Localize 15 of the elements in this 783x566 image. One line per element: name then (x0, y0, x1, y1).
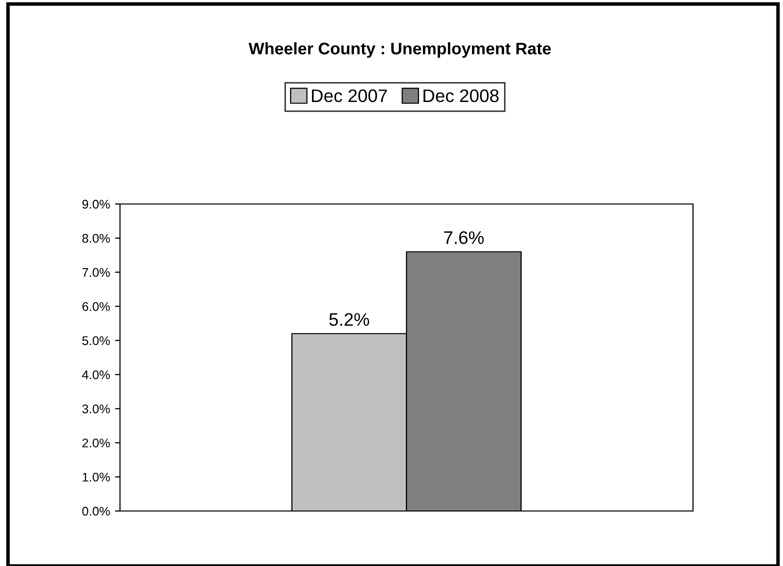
y-tick-label: 1.0% (82, 472, 110, 482)
chart-title: Wheeler County : Unemployment Rate (248, 42, 551, 58)
data-label: 7.6% (444, 231, 484, 244)
y-tick-label: 0.0% (82, 506, 110, 516)
y-tick-label: 3.0% (82, 404, 110, 414)
y-tick-label: 6.0% (82, 302, 110, 311)
data-label: 5.2% (329, 313, 370, 326)
y-tick-label: 7.0% (82, 268, 110, 277)
legend-label: Dec 2008 (424, 89, 499, 102)
y-tick-label: 5.0% (82, 336, 110, 346)
y-tick-label: 4.0% (82, 370, 110, 380)
y-tick-label: 8.0% (82, 234, 110, 243)
legend-label: Dec 2007 (312, 89, 387, 102)
y-tick-label: 9.0% (82, 200, 110, 209)
y-tick-label: 2.0% (82, 438, 110, 448)
